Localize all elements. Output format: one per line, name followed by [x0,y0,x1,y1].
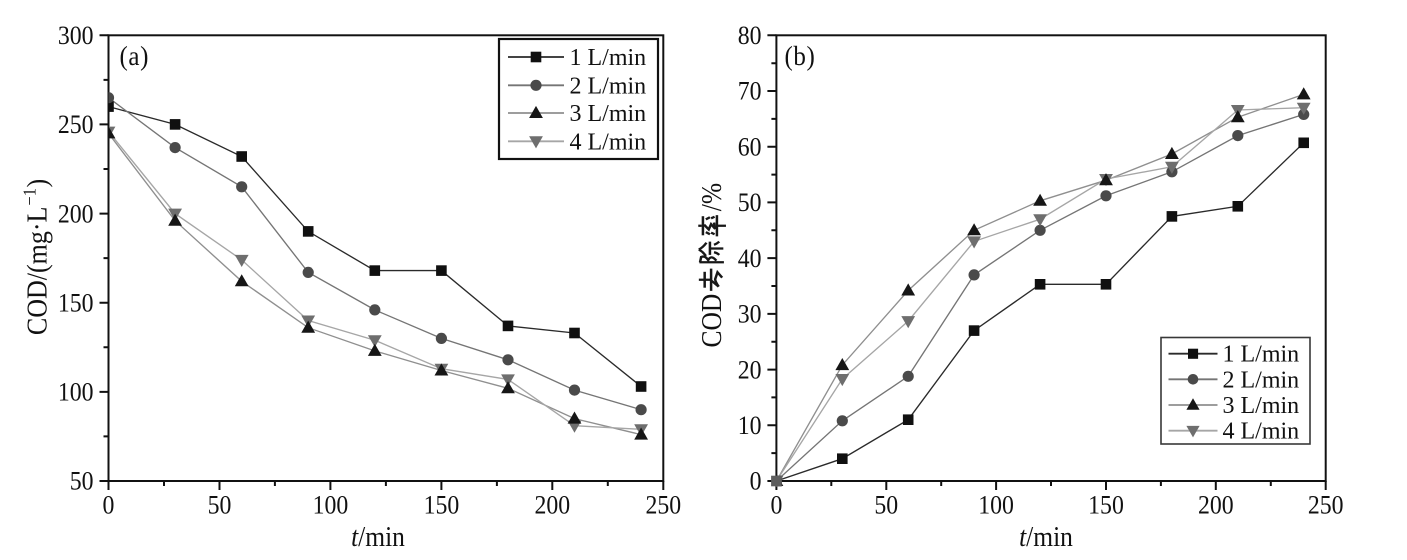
svg-text:0: 0 [750,468,762,496]
svg-text:COD: COD [696,294,727,348]
svg-text:4 L/min: 4 L/min [1223,419,1300,445]
svg-text:200: 200 [534,491,570,519]
svg-text:250: 250 [1308,491,1344,519]
svg-text:0: 0 [103,491,115,519]
svg-text:3 L/min: 3 L/min [1223,393,1300,419]
svg-text:20: 20 [738,356,762,384]
svg-text:0: 0 [770,491,782,519]
svg-text:2 L/min: 2 L/min [1223,367,1300,393]
svg-text:100: 100 [58,379,94,407]
svg-text:100: 100 [313,491,349,519]
svg-text:250: 250 [645,491,681,519]
svg-text:40: 40 [738,245,762,273]
svg-text:70: 70 [738,78,762,106]
svg-text:60: 60 [738,133,762,161]
svg-text:10: 10 [738,412,762,440]
svg-text:t/min: t/min [1019,521,1073,552]
svg-text:1 L/min: 1 L/min [1223,342,1300,368]
svg-text:1 L/min: 1 L/min [570,45,647,71]
svg-text:250: 250 [58,111,94,139]
svg-text:150: 150 [1088,491,1124,519]
svg-text:50: 50 [874,491,898,519]
svg-text:80: 80 [738,22,762,50]
svg-text:3 L/min: 3 L/min [570,101,647,127]
svg-text:(b): (b) [785,41,816,71]
svg-text:4 L/min: 4 L/min [570,129,647,155]
svg-text:200: 200 [1198,491,1234,519]
svg-text:/%: /% [696,183,727,211]
svg-text:150: 150 [58,289,94,317]
svg-text:t/min: t/min [351,521,405,552]
svg-text:2 L/min: 2 L/min [570,73,647,99]
svg-text:200: 200 [58,200,94,228]
svg-text:50: 50 [738,189,762,217]
svg-text:50: 50 [208,491,232,519]
svg-text:(a): (a) [120,41,150,71]
svg-text:100: 100 [978,491,1014,519]
svg-text:300: 300 [58,22,94,50]
svg-text:30: 30 [738,301,762,329]
svg-text:150: 150 [424,491,460,519]
svg-text:50: 50 [70,468,94,496]
